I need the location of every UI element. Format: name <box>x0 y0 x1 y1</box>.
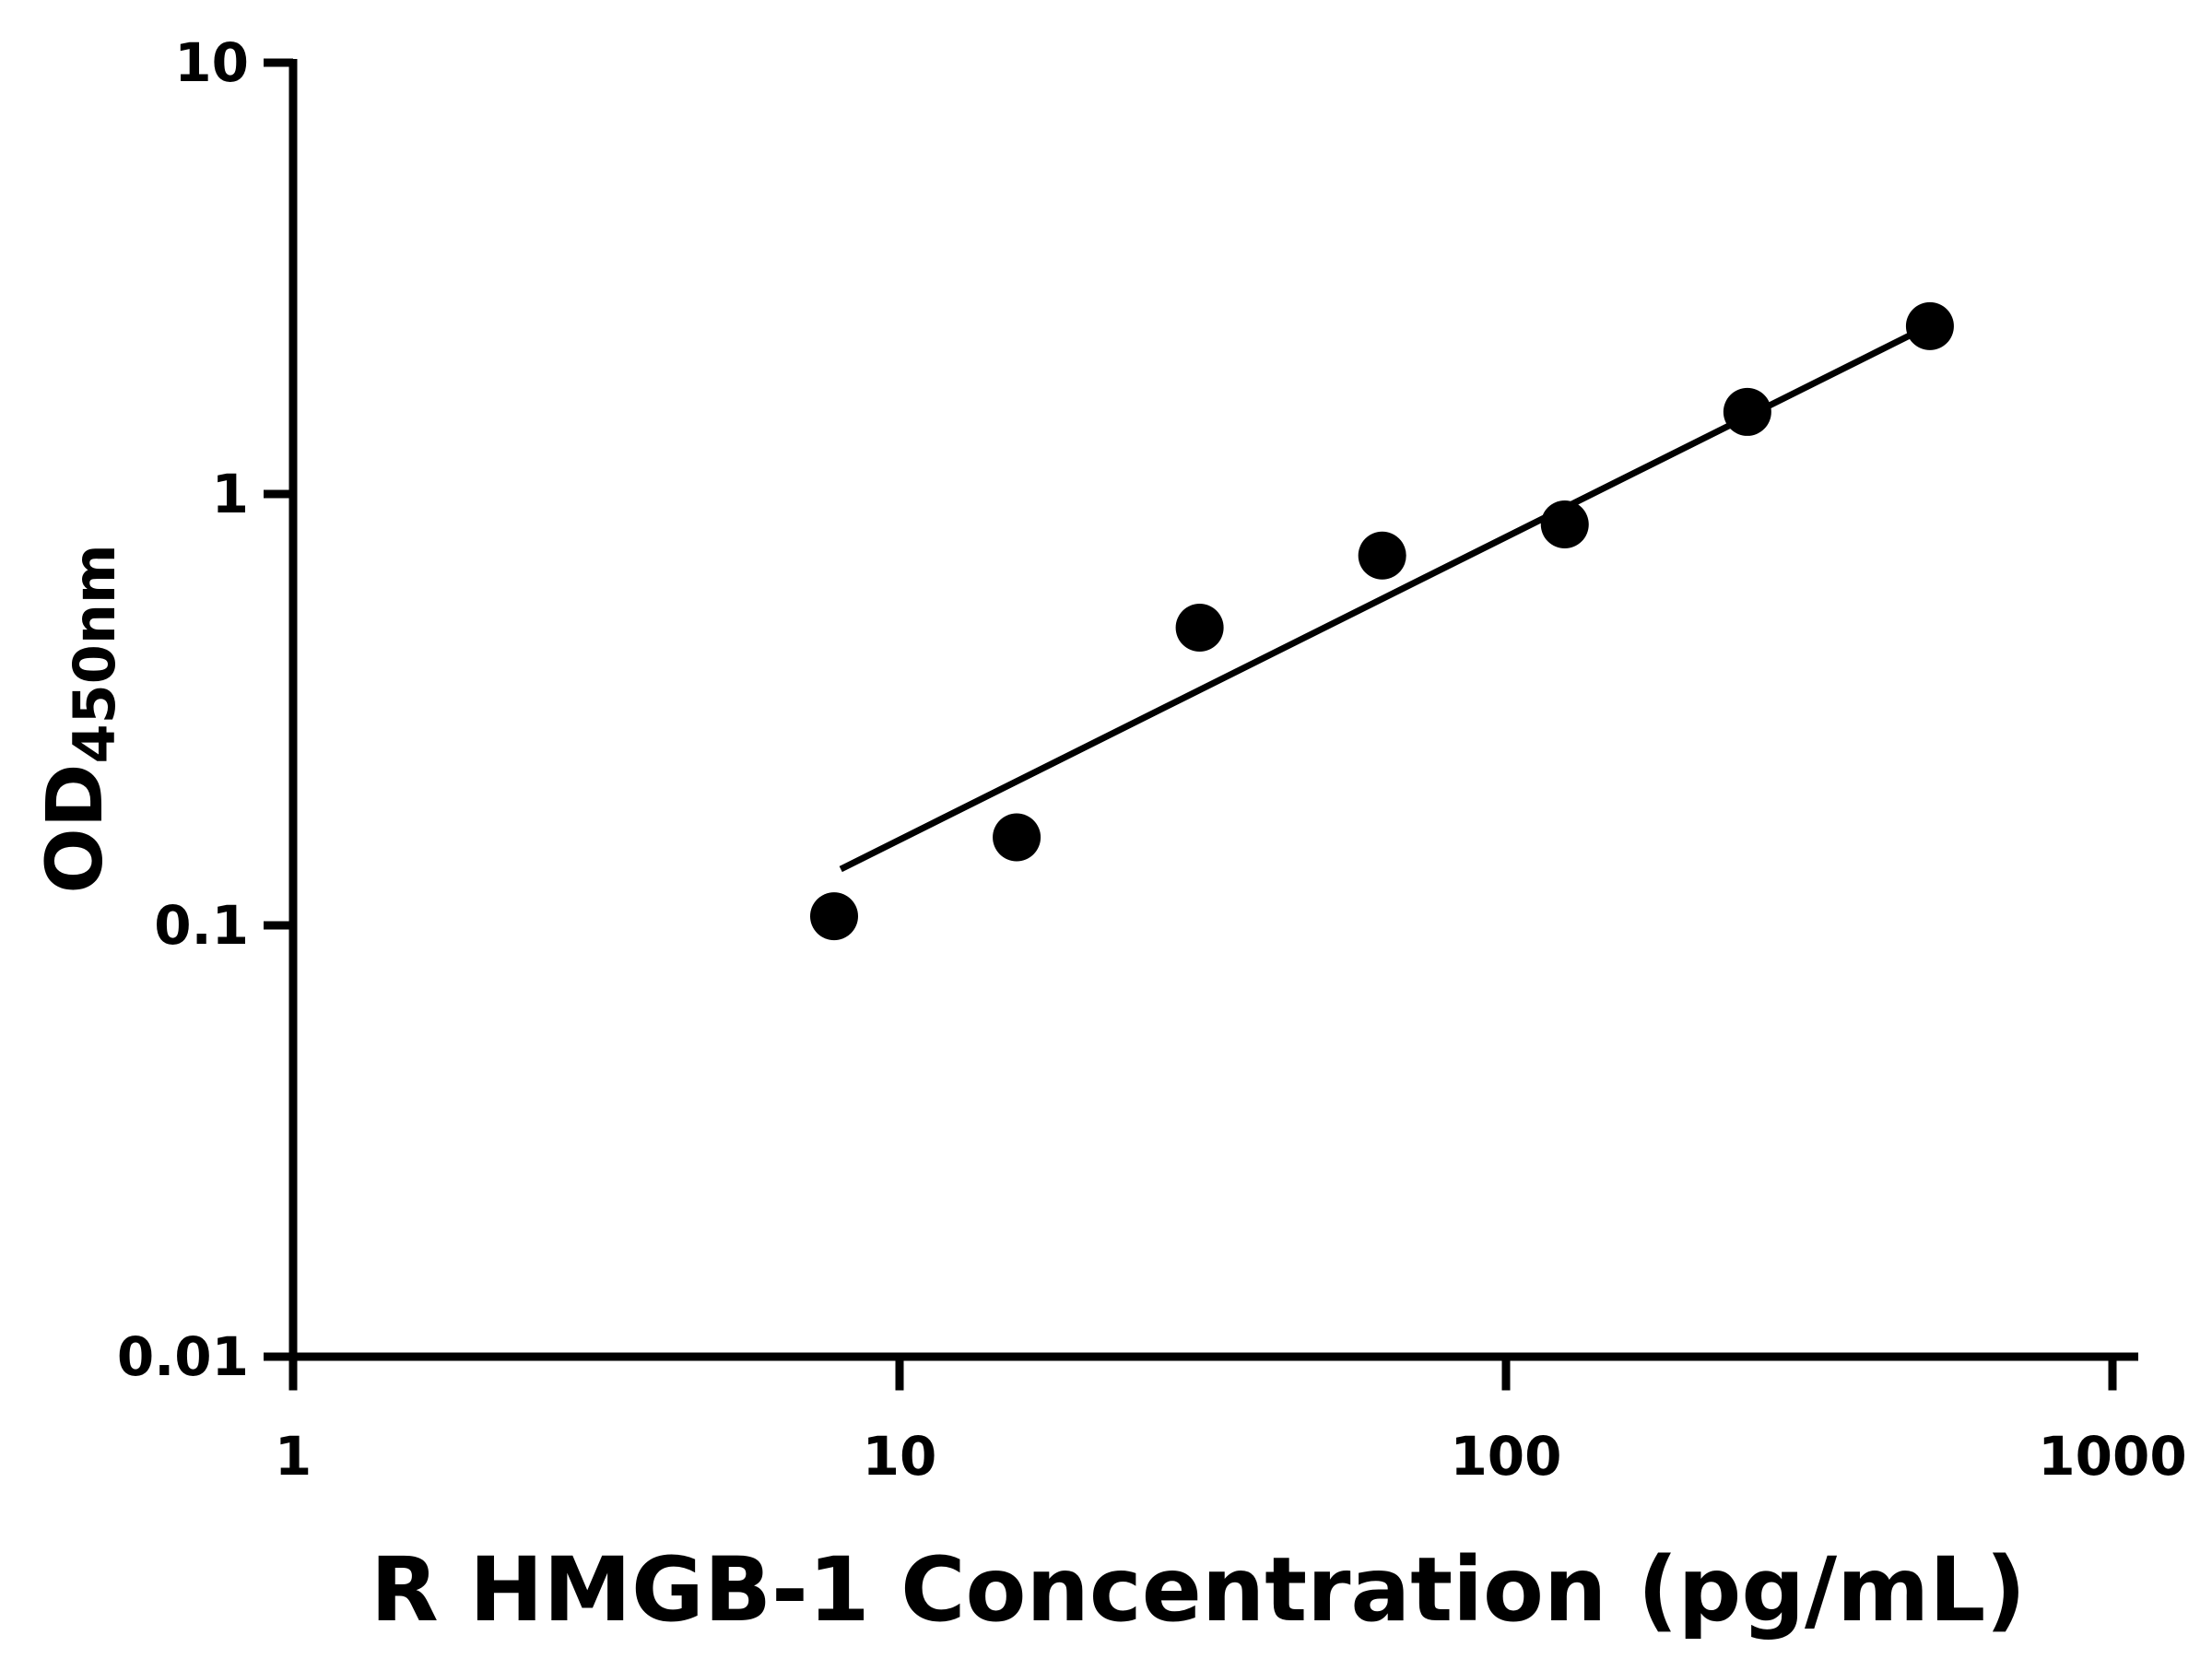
data-point <box>993 813 1041 862</box>
x-tick-label: 100 <box>1450 1425 1561 1488</box>
y-axis-title-sub: 450nm <box>61 544 128 763</box>
data-point <box>1175 603 1224 652</box>
data-points-group <box>809 301 1954 941</box>
data-point <box>1905 301 1954 350</box>
data-point <box>1723 387 1771 436</box>
axes <box>288 59 2138 1361</box>
data-point <box>809 892 858 941</box>
x-tick-label: 1 <box>275 1425 312 1488</box>
y-axis-title: OD450nm <box>29 544 128 893</box>
data-point <box>1540 500 1589 549</box>
y-tick-label: 1 <box>212 463 249 525</box>
y-axis-title-main: OD <box>29 764 120 894</box>
data-point <box>1358 531 1406 580</box>
y-tick-label: 0.01 <box>117 1325 249 1388</box>
x-axis-ticks: 1 10 100 1000 <box>275 1360 2187 1488</box>
y-tick-label: 0.1 <box>154 894 249 957</box>
x-tick-label: 1000 <box>2038 1425 2186 1488</box>
x-axis-title: R HMGB-1 Concentration (pg/mL) <box>371 1538 2026 1641</box>
y-axis-ticks: 0.01 0.1 1 10 <box>117 31 293 1388</box>
y-tick-label: 10 <box>174 31 249 94</box>
x-tick-label: 10 <box>863 1425 937 1488</box>
